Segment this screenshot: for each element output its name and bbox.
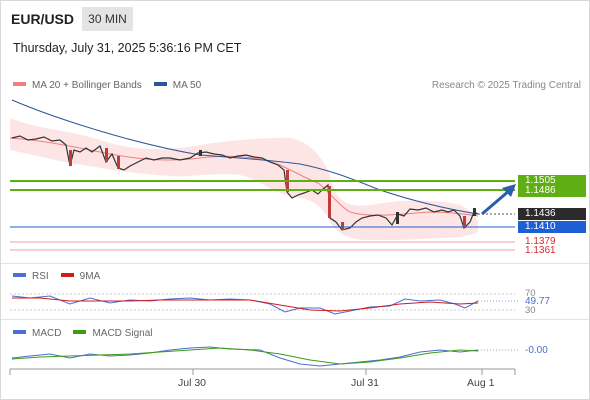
attribution: Research © 2025 Trading Central (431, 80, 581, 91)
macd-signal-line (11, 347, 479, 365)
main-legend: MA 20 + Bollinger Bands MA 50 (13, 80, 201, 91)
legend-ma20-label: MA 20 + Bollinger Bands (32, 80, 142, 91)
pivot-tag: 1.1410 (518, 221, 586, 233)
macd-swatch (13, 330, 26, 335)
timeframe-badge[interactable]: 30 MIN (82, 7, 133, 31)
macd-value-label: -0.00 (525, 345, 548, 356)
legend-ma50-label: MA 50 (172, 80, 202, 91)
rsi-value-label: 49.77 (525, 296, 551, 307)
x-label-aug1: Aug 1 (467, 377, 495, 389)
x-label-jul30: Jul 30 (178, 377, 207, 389)
ma50-line (11, 99, 479, 215)
price-line (11, 135, 479, 231)
resistance-2-label: 1.1486 (525, 185, 556, 196)
rsi-swatch (13, 273, 26, 278)
projection-arrow-head (502, 184, 516, 197)
rsi-line (11, 295, 479, 315)
rsi-30-label: 30 (525, 305, 536, 316)
x-label-jul31: Jul 31 (351, 377, 380, 389)
datetime-label: Thursday, July 31, 2025 5:36:16 PM CET (13, 41, 242, 55)
projection-arrow-shaft (481, 188, 511, 216)
current-price-tag: 1.1436 (518, 208, 586, 220)
rsi-70-label: 70 (525, 288, 536, 299)
support-2-label: 1.1361 (525, 245, 556, 256)
panel-divider (1, 263, 589, 264)
panel-divider (1, 319, 589, 320)
rsi-ma-label: 9MA (79, 271, 101, 282)
candles-up (199, 150, 476, 224)
ma50-swatch (153, 82, 167, 87)
macd-signal-swatch (73, 330, 87, 335)
support-1-label: 1.1379 (525, 236, 556, 247)
symbol-title: EUR/USD (11, 11, 75, 27)
bollinger-swatch (13, 82, 26, 87)
rsi-ma-swatch (60, 273, 74, 278)
rsi-label: RSI (32, 271, 49, 282)
macd-legend: MACD MACD Signal (13, 328, 152, 339)
macd-label: MACD (32, 328, 62, 339)
rsi-ma-line (12, 297, 479, 312)
ma20-line (9, 137, 479, 217)
resistance-tags: 1.1505 1.1486 (518, 175, 586, 197)
resistance-1-label: 1.1505 (525, 175, 556, 186)
rsi-legend: RSI 9MA (13, 271, 100, 282)
bollinger-band (10, 118, 478, 240)
macd-signal-label: MACD Signal (92, 328, 153, 339)
